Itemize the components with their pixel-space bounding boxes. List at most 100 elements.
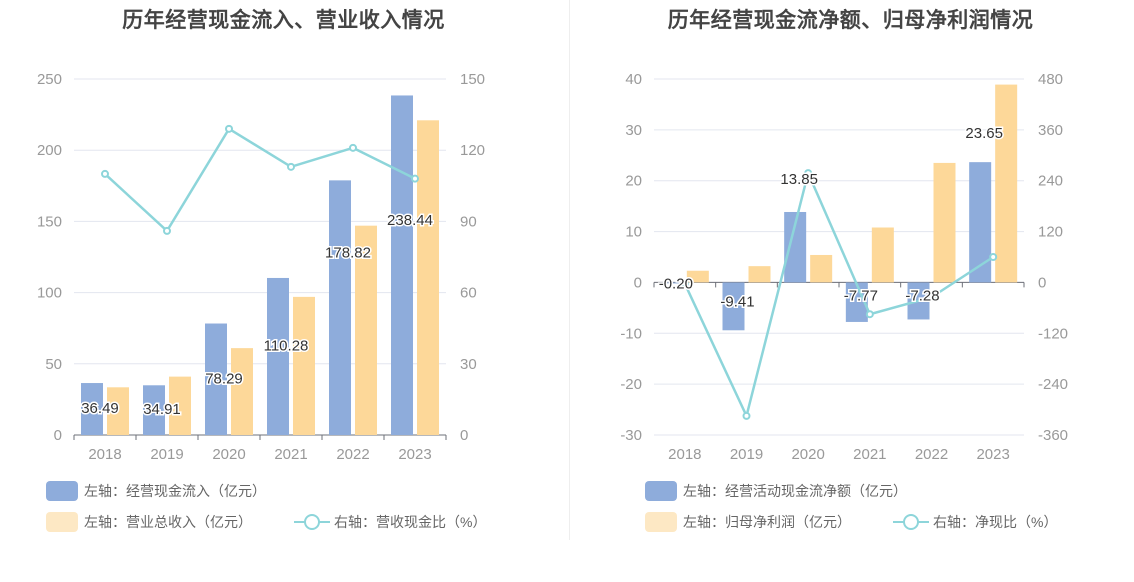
bar-series-1	[143, 385, 165, 435]
line-point	[163, 226, 171, 235]
bar-series-2	[871, 227, 894, 283]
bar-series-2	[995, 84, 1018, 283]
panel-divider	[569, 0, 570, 540]
bar-series-2	[355, 225, 377, 435]
y-right-tick-label: -360	[1038, 427, 1068, 444]
bar-series-1	[660, 282, 683, 284]
x-tick-label: 2021	[853, 446, 886, 463]
legend-line-marker-icon	[294, 512, 330, 532]
legend-item-bar2[interactable]: 左轴：归母净利润（亿元）	[645, 512, 851, 532]
bar-series-1	[329, 180, 351, 435]
legend-item-bar2[interactable]: 左轴：营业总收入（亿元）	[46, 512, 252, 532]
y-right-tick-label: 150	[460, 71, 485, 88]
chart-title: 历年经营现金流入、营业收入情况	[122, 9, 445, 32]
x-tick-label: 2020	[212, 446, 245, 463]
line-point	[225, 124, 233, 133]
y-right-tick-label: 120	[1038, 224, 1063, 241]
y-left-tick-label: 40	[625, 71, 642, 88]
legend-label: 右轴：营收现金比（%）	[334, 514, 487, 530]
x-tick-label: 2021	[274, 446, 307, 463]
x-tick-label: 2023	[976, 446, 1009, 463]
y-right-tick-label: 360	[1038, 122, 1063, 139]
y-right-tick-label: 480	[1038, 71, 1063, 88]
x-tick-label: 2022	[336, 446, 369, 463]
line-point	[804, 169, 813, 178]
chart-plot: 0 50 100 150 200 250 0 30 60 90 120 150 2018 2019 2020…	[37, 71, 485, 463]
y-left-tick-label: -20	[620, 376, 642, 393]
chart-panel-netcash-profit: 历年经营现金流净额、归母净利润情况 -30 -20 -10 0 10 20 30 40 -360…	[567, 0, 1134, 582]
bar-series-1	[845, 282, 868, 322]
bar-series-2	[293, 296, 315, 435]
bar-series-2	[417, 120, 439, 436]
y-left-tick-label: 150	[37, 213, 62, 230]
line-point	[287, 162, 295, 171]
y-left-tick-label: 30	[625, 122, 642, 139]
legend-item-bar1[interactable]: 左轴：经营现金流入（亿元）	[46, 481, 266, 501]
y-right-tick-label: 30	[460, 356, 477, 373]
bar-series-1	[722, 282, 745, 331]
line-point	[349, 143, 357, 152]
legend-item-bar1[interactable]: 左轴：经营活动现金流净额（亿元）	[645, 481, 907, 501]
bar-series-2	[686, 270, 709, 283]
legend-swatch-yellow	[46, 512, 78, 532]
legend-item-line[interactable]: 右轴：营收现金比（%）	[294, 512, 486, 532]
bar-series-2	[231, 348, 253, 435]
y-left-tick-label: 20	[625, 173, 642, 190]
legend-label: 左轴：经营活动现金流净额（亿元）	[683, 483, 907, 499]
x-tick-label: 2023	[398, 446, 431, 463]
line-point	[989, 253, 998, 261]
data-label: 34.91	[143, 401, 181, 418]
x-tick-label: 2022	[915, 446, 948, 463]
data-label: -7.77	[844, 287, 878, 304]
y-left-tick-label: -10	[620, 325, 642, 342]
data-label: -7.28	[905, 287, 939, 304]
data-label: 78.29	[205, 370, 243, 387]
y-right-tick-label: 90	[460, 213, 477, 230]
y-right-tick-label: 0	[460, 427, 468, 444]
bar-series-2	[810, 254, 833, 283]
y-right-tick-label: 120	[460, 142, 485, 159]
chart-plot: -30 -20 -10 0 10 20 30 40 -360 -240 -120 0 120 240 360…	[620, 71, 1068, 463]
y-right-tick-label: 0	[1038, 274, 1046, 291]
y-left-tick-label: 0	[634, 274, 642, 291]
data-label: 36.49	[81, 400, 119, 417]
data-label: 13.85	[780, 171, 818, 188]
line-point	[865, 310, 874, 319]
bar-series-2	[169, 376, 191, 435]
legend-item-line[interactable]: 右轴：净现比（%）	[893, 512, 1057, 532]
line-point	[742, 411, 751, 420]
bar-series-2	[933, 162, 956, 283]
x-tick-label: 2019	[150, 446, 183, 463]
x-tick-label: 2018	[668, 446, 701, 463]
bar-series-1	[969, 162, 992, 283]
y-right-tick-label: -120	[1038, 325, 1068, 342]
bar-series-2	[107, 387, 129, 435]
y-left-tick-label: 10	[625, 224, 642, 241]
legend-swatch-blue	[46, 481, 78, 501]
data-label: -0.20	[659, 275, 693, 292]
legend-label: 左轴：归母净利润（亿元）	[683, 514, 851, 530]
legend-label: 右轴：净现比（%）	[933, 514, 1058, 530]
bar-series-1	[391, 95, 413, 436]
line-point	[927, 293, 936, 302]
y-right-tick-label: -240	[1038, 376, 1068, 393]
data-label: 23.65	[965, 125, 1003, 142]
bar-series-1	[267, 277, 289, 435]
y-left-tick-label: 100	[37, 285, 62, 302]
y-left-tick-label: 50	[45, 356, 62, 373]
y-left-tick-label: 250	[37, 71, 62, 88]
legend-label: 左轴：营业总收入（亿元）	[84, 514, 252, 530]
chart-title: 历年经营现金流净额、归母净利润情况	[667, 9, 1034, 32]
legend-line-marker-icon	[893, 512, 929, 532]
bar-series-2	[748, 266, 771, 283]
data-label: 178.82	[325, 245, 371, 262]
data-label: 238.44	[387, 212, 433, 229]
line-point	[411, 174, 419, 183]
line-series	[683, 169, 994, 420]
x-tick-label: 2018	[88, 446, 121, 463]
bar-series-1	[205, 323, 227, 435]
bar-series-1	[784, 211, 807, 283]
x-tick-label: 2020	[791, 446, 824, 463]
line-series	[104, 127, 416, 233]
legend-swatch-blue	[645, 481, 677, 501]
